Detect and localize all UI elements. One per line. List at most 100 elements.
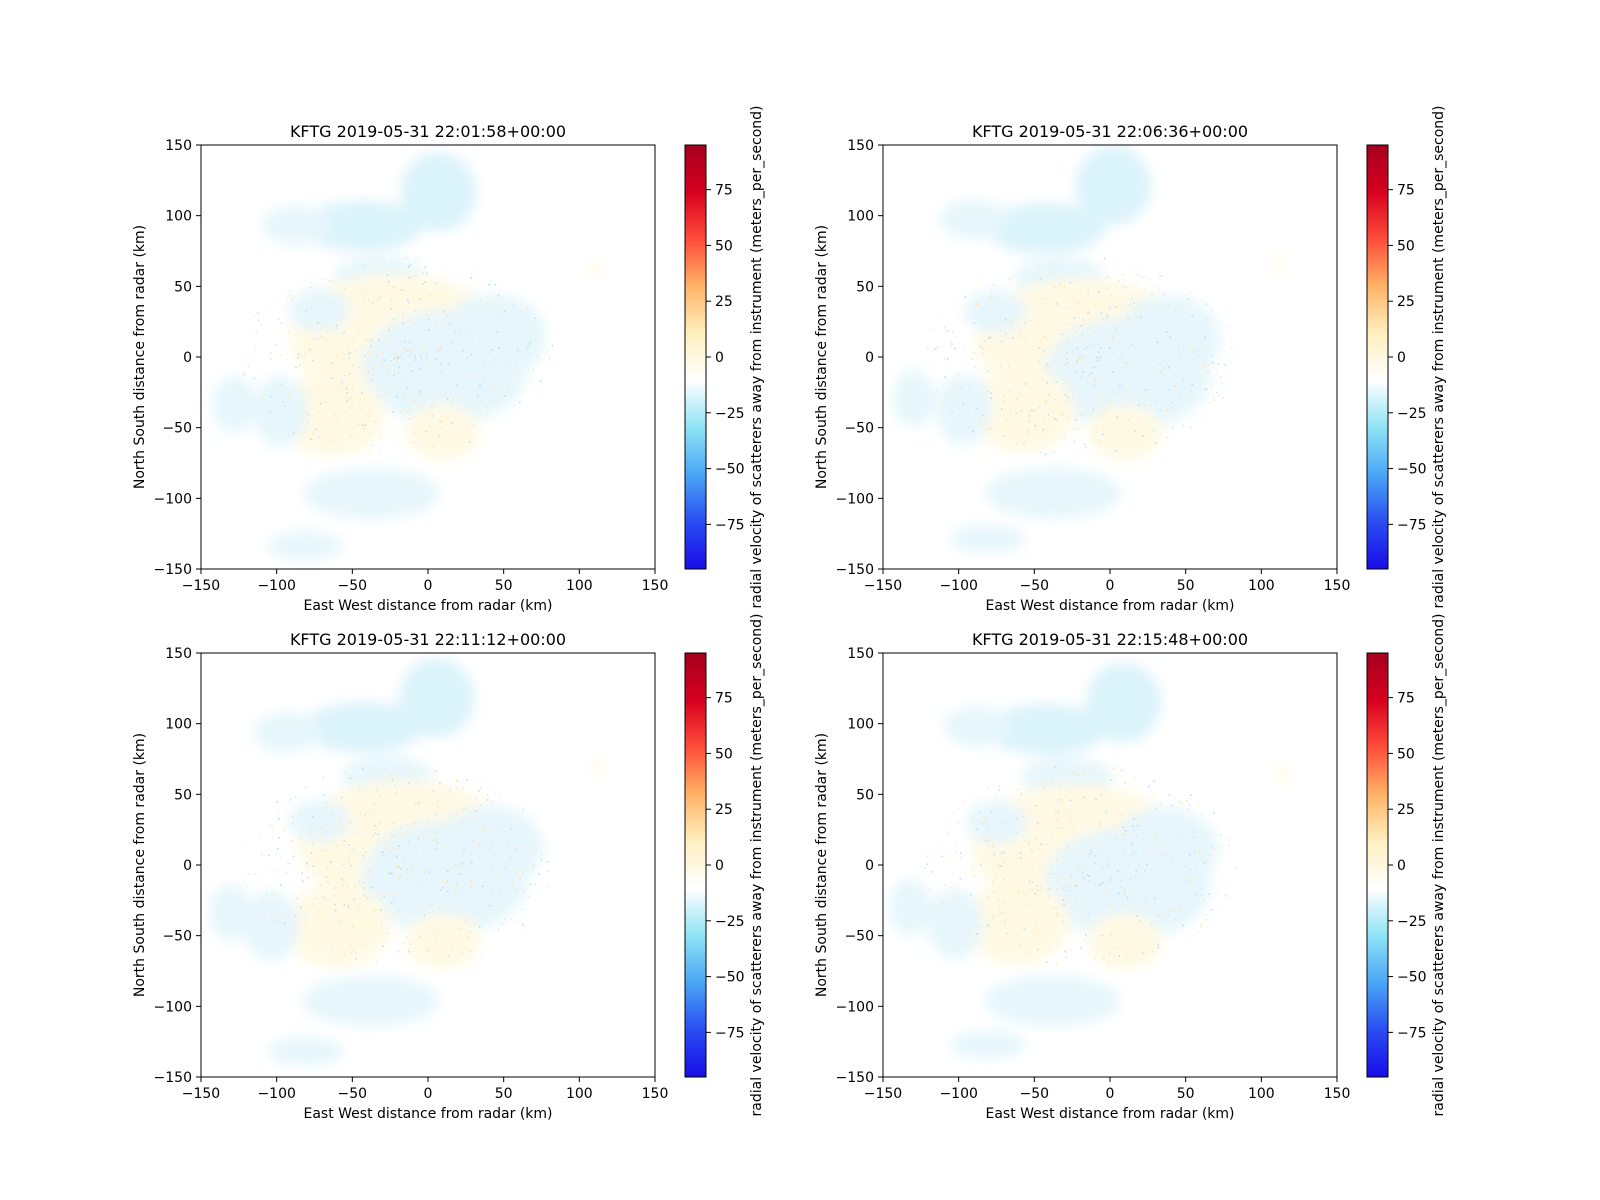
echo-speck xyxy=(444,856,446,859)
echo-speck xyxy=(399,355,402,358)
echo-speck xyxy=(1100,794,1103,796)
echo-speck xyxy=(551,344,554,347)
echo-speck xyxy=(304,890,306,892)
echo-speck xyxy=(393,892,396,895)
echo-speck xyxy=(1114,379,1117,382)
y-tick-label: −100 xyxy=(154,999,192,1015)
echo-speck xyxy=(486,412,489,415)
echo-speck xyxy=(288,924,291,926)
echo-speck xyxy=(403,393,405,395)
echo-speck xyxy=(1060,826,1062,829)
echo-speck xyxy=(372,302,374,304)
echo-speck xyxy=(406,386,409,389)
echo-speck xyxy=(447,882,450,884)
echo-region xyxy=(1087,913,1164,970)
echo-speck xyxy=(327,331,329,333)
echo-speck xyxy=(293,432,295,435)
echo-speck xyxy=(276,801,278,803)
echo-speck xyxy=(379,333,382,335)
echo-speck xyxy=(1116,947,1119,950)
echo-speck xyxy=(1014,316,1017,318)
echo-speck xyxy=(408,417,411,420)
echo-speck xyxy=(407,941,409,944)
echo-speck xyxy=(362,855,365,857)
echo-speck xyxy=(393,286,395,289)
echo-speck xyxy=(1205,914,1208,917)
echo-speck xyxy=(346,777,348,779)
x-tick-label: −150 xyxy=(182,1086,220,1102)
echo-speck xyxy=(382,938,385,941)
echo-speck xyxy=(268,308,271,310)
echo-speck xyxy=(1081,357,1084,359)
echo-speck xyxy=(449,322,451,325)
echo-speck xyxy=(316,413,319,416)
echo-speck xyxy=(403,348,406,350)
echo-speck xyxy=(523,845,526,847)
echo-speck xyxy=(273,920,276,922)
echo-speck xyxy=(372,864,375,866)
echo-speck xyxy=(405,257,408,259)
echo-speck xyxy=(1077,870,1080,872)
echo-speck xyxy=(1189,853,1191,856)
echo-speck xyxy=(452,384,454,387)
echo-speck xyxy=(1067,399,1070,402)
echo-speck xyxy=(1204,388,1207,391)
x-tick-label: −150 xyxy=(864,1086,902,1102)
echo-speck xyxy=(434,813,437,816)
echo-speck xyxy=(1229,325,1231,328)
echo-speck xyxy=(329,787,331,790)
echo-speck xyxy=(351,265,354,267)
echo-speck xyxy=(358,366,360,369)
echo-speck xyxy=(394,432,396,435)
y-tick-label: 150 xyxy=(847,646,874,662)
echo-speck xyxy=(936,346,939,349)
echo-speck xyxy=(1112,907,1115,910)
echo-speck xyxy=(1087,328,1089,330)
echo-speck xyxy=(1124,906,1127,909)
echo-region xyxy=(965,801,1027,844)
echo-speck xyxy=(378,836,381,838)
echo-speck xyxy=(1010,298,1012,301)
echo-speck xyxy=(369,870,371,872)
echo-speck xyxy=(260,398,263,400)
echo-speck xyxy=(944,376,946,378)
echo-region xyxy=(437,805,544,890)
echo-speck xyxy=(1008,365,1010,367)
echo-speck xyxy=(312,865,315,867)
echo-speck xyxy=(1173,385,1176,388)
echo-speck xyxy=(381,359,384,362)
echo-speck xyxy=(1189,878,1191,881)
echo-speck xyxy=(1088,880,1091,883)
echo-speck xyxy=(365,339,368,341)
echo-speck xyxy=(1114,954,1116,957)
echo-speck xyxy=(1121,929,1124,931)
echo-speck xyxy=(343,823,345,826)
echo-speck xyxy=(349,945,352,948)
echo-speck xyxy=(481,321,484,323)
echo-speck xyxy=(1021,866,1024,869)
echo-speck xyxy=(429,912,431,914)
echo-speck xyxy=(360,921,362,924)
echo-speck xyxy=(973,322,976,325)
y-axis-label: North South distance from radar (km) xyxy=(132,733,148,997)
echo-speck xyxy=(305,310,307,313)
echo-speck xyxy=(1024,383,1027,385)
echo-speck xyxy=(988,926,991,929)
echo-speck xyxy=(1089,765,1092,768)
echo-speck xyxy=(461,863,464,865)
echo-speck xyxy=(495,400,497,402)
echo-speck xyxy=(326,340,329,343)
echo-speck xyxy=(1064,363,1066,366)
echo-speck xyxy=(492,376,494,378)
echo-speck xyxy=(960,852,962,855)
echo-speck xyxy=(532,362,535,365)
echo-speck xyxy=(1008,889,1011,891)
echo-speck xyxy=(940,913,943,915)
echo-region xyxy=(1271,257,1287,272)
echo-speck xyxy=(456,893,458,896)
echo-speck xyxy=(1124,887,1127,890)
echo-speck xyxy=(371,364,374,367)
echo-speck xyxy=(1073,440,1076,443)
echo-speck xyxy=(488,905,491,907)
echo-speck xyxy=(359,904,362,907)
